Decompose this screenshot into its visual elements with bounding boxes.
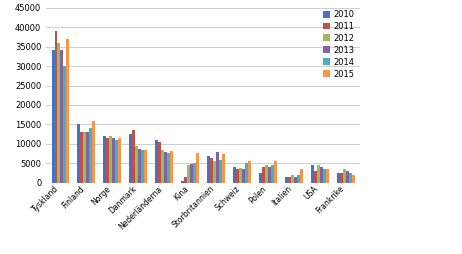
Bar (268, 167, 271, 183)
Bar (116, 140, 118, 183)
Bar (133, 130, 135, 183)
Bar (90, 128, 92, 183)
Bar (109, 136, 112, 183)
Bar (141, 150, 144, 183)
Bar (170, 151, 173, 183)
Bar (236, 169, 239, 183)
Bar (317, 165, 320, 183)
Bar (213, 162, 216, 183)
Bar (80, 132, 84, 183)
Bar (262, 167, 265, 183)
Bar (61, 51, 63, 183)
Bar (285, 177, 288, 183)
Bar (242, 169, 245, 183)
Bar (346, 171, 349, 183)
Bar (187, 165, 190, 183)
Bar (139, 149, 141, 183)
Bar (196, 152, 199, 183)
Bar (239, 168, 242, 183)
Legend: 2010, 2011, 2012, 2013, 2014, 2015: 2010, 2011, 2012, 2013, 2014, 2015 (321, 8, 356, 80)
Bar (210, 157, 213, 183)
Bar (112, 138, 116, 183)
Bar (297, 175, 300, 183)
Bar (63, 66, 67, 183)
Bar (222, 154, 225, 183)
Bar (155, 140, 158, 183)
Bar (294, 177, 297, 183)
Bar (193, 163, 196, 183)
Bar (320, 167, 323, 183)
Bar (311, 165, 314, 183)
Bar (337, 173, 340, 183)
Bar (129, 134, 133, 183)
Bar (118, 138, 122, 183)
Bar (349, 173, 352, 183)
Bar (219, 160, 222, 183)
Bar (57, 43, 61, 183)
Bar (216, 152, 219, 183)
Bar (207, 156, 210, 183)
Bar (326, 169, 329, 183)
Bar (67, 39, 69, 183)
Bar (86, 132, 90, 183)
Bar (158, 142, 161, 183)
Bar (52, 51, 55, 183)
Bar (291, 175, 294, 183)
Bar (84, 132, 86, 183)
Bar (164, 152, 167, 183)
Bar (259, 173, 262, 183)
Bar (55, 31, 57, 183)
Bar (167, 152, 170, 183)
Bar (184, 177, 187, 183)
Bar (274, 162, 277, 183)
Bar (323, 169, 326, 183)
Bar (352, 175, 355, 183)
Bar (265, 165, 268, 183)
Bar (190, 164, 193, 183)
Bar (161, 150, 164, 183)
Bar (78, 124, 80, 183)
Bar (233, 167, 236, 183)
Bar (245, 163, 248, 183)
Bar (343, 169, 346, 183)
Bar (300, 169, 303, 183)
Bar (271, 165, 274, 183)
Bar (92, 121, 95, 183)
Bar (248, 162, 251, 183)
Bar (182, 181, 184, 183)
Bar (314, 171, 317, 183)
Bar (144, 150, 147, 183)
Bar (135, 146, 139, 183)
Bar (288, 177, 291, 183)
Bar (340, 173, 343, 183)
Bar (103, 136, 106, 183)
Bar (106, 138, 109, 183)
